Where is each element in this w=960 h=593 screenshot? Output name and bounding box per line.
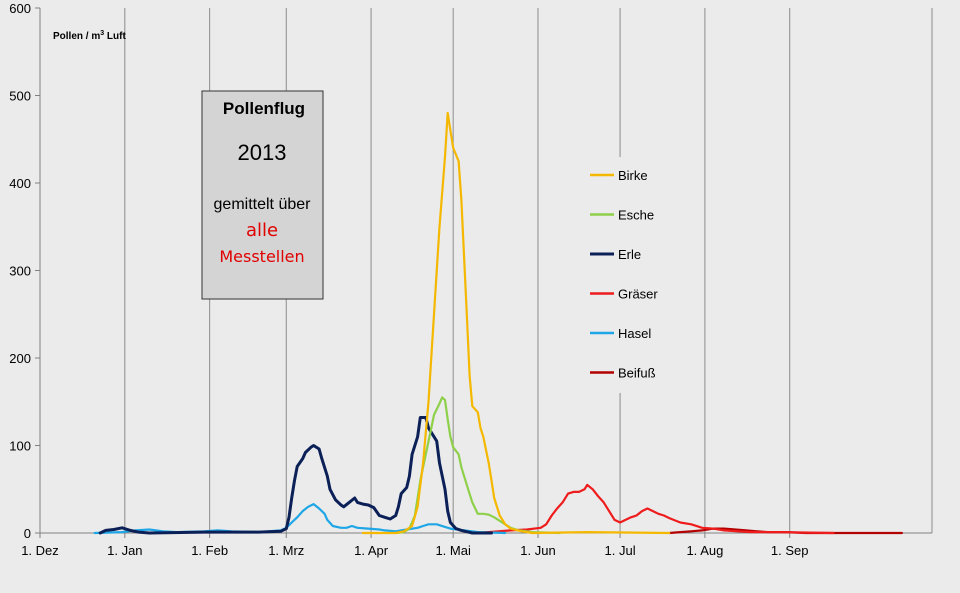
legend-label: Birke (618, 168, 648, 183)
y-tick-label: 500 (9, 89, 31, 104)
info-box-year: 2013 (238, 140, 287, 165)
y-tick-label: 200 (9, 351, 31, 366)
info-box-frame (201, 90, 324, 300)
info-box-subtitle: gemittelt über (214, 196, 312, 213)
legend: Birke Esche Erle Gräser Hasel Beifuß (585, 157, 661, 393)
legend-label: Gräser (618, 287, 658, 302)
info-box: Pollenflug 2013 gemittelt über alle Mess… (201, 90, 324, 300)
x-axis-ticks: 1. Dez 1. Jan 1. Feb 1. Mrz 1. Apr 1. Mai 1. J… (21, 533, 809, 558)
info-box-red-line1: alle (246, 220, 278, 241)
x-tick-label: 1. Mai (435, 543, 471, 558)
legend-backdrop (585, 157, 661, 393)
legend-label: Esche (618, 208, 654, 223)
x-tick-label: 1. Apr (354, 543, 389, 558)
y-axis-ticks: 0 100 200 300 400 500 600 (9, 1, 40, 541)
series-line-birke (361, 111, 671, 535)
x-tick-label: 1. Jun (520, 543, 555, 558)
x-tick-label: 1. Feb (191, 543, 228, 558)
y-tick-label: 0 (24, 526, 31, 541)
x-tick-label: 1. Dez (21, 543, 59, 558)
x-tick-label: 1. Mrz (268, 543, 304, 558)
legend-label: Erle (618, 247, 641, 262)
series-line-gräser (476, 483, 835, 535)
y-tick-label: 300 (9, 264, 31, 279)
legend-label: Beifuß (618, 366, 656, 381)
x-tick-label: 1. Aug (686, 543, 723, 558)
y-axis-label: Pollen / m3 Luft (53, 30, 126, 42)
legend-label: Hasel (618, 326, 651, 341)
y-tick-label: 400 (9, 176, 31, 191)
x-tick-label: 1. Jan (107, 543, 142, 558)
x-tick-label: 1. Jul (605, 543, 636, 558)
x-tick-label: 1. Sep (771, 543, 809, 558)
info-box-red-line2: Messtellen (219, 247, 304, 266)
info-box-title: Pollenflug (223, 99, 305, 118)
y-tick-label: 600 (9, 1, 31, 16)
series-lines (93, 111, 904, 535)
y-tick-label: 100 (9, 439, 31, 454)
